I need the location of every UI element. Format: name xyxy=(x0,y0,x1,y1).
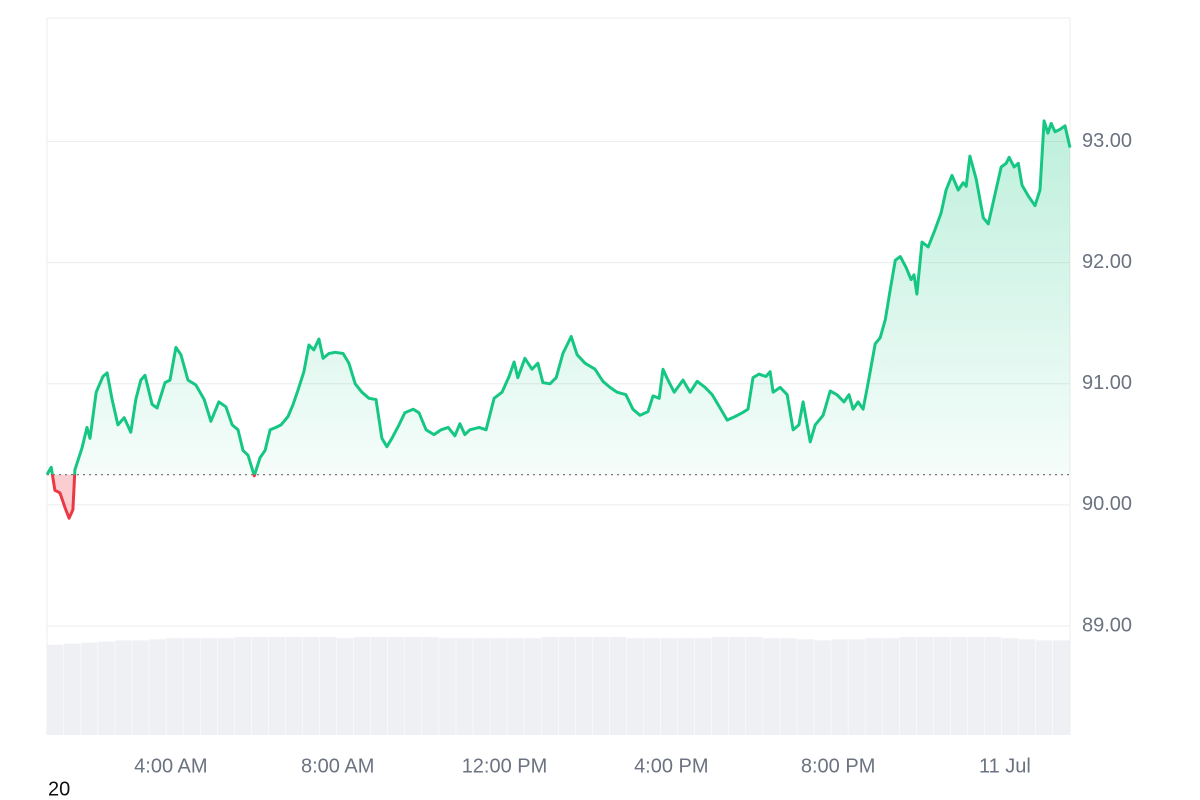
volume-bar xyxy=(47,644,64,735)
volume-bar xyxy=(626,638,644,735)
volume-bar xyxy=(183,638,200,735)
volume-bar xyxy=(353,637,371,735)
volume-bar xyxy=(592,637,610,735)
volume-bar xyxy=(405,637,422,735)
volume-bar xyxy=(882,638,899,735)
volume-bar xyxy=(711,637,729,735)
y-tick-label: 93.00 xyxy=(1082,130,1132,152)
volume-bar xyxy=(609,637,627,735)
volume-bar xyxy=(694,638,712,735)
x-tick-label: 4:00 PM xyxy=(634,755,708,777)
volume-bar xyxy=(217,638,235,735)
volume-bar xyxy=(336,638,354,735)
volume-bar xyxy=(422,637,439,735)
y-tick-label: 91.00 xyxy=(1082,372,1132,394)
date-fragment: 20 xyxy=(48,778,70,800)
volume-bar xyxy=(268,637,286,735)
volume-bar xyxy=(831,639,848,735)
volume-bar xyxy=(660,638,678,735)
volume-bar xyxy=(1018,639,1036,735)
volume-bar xyxy=(814,640,831,735)
volume-bar xyxy=(575,637,593,735)
volume-bar xyxy=(729,637,746,735)
volume-bar xyxy=(950,637,968,735)
x-tick-label: 8:00 AM xyxy=(301,755,374,777)
x-tick-label: 8:00 PM xyxy=(801,755,875,777)
volume-bar xyxy=(456,638,473,735)
volume-bar xyxy=(643,638,661,735)
price-line xyxy=(45,119,1072,520)
y-tick-label: 92.00 xyxy=(1082,251,1132,273)
volume-bar xyxy=(746,637,763,735)
volume-bar xyxy=(1001,638,1019,735)
volume-bar xyxy=(1035,640,1053,735)
volume-bar xyxy=(319,637,337,735)
volume-bar xyxy=(848,639,865,735)
volume-bar xyxy=(933,637,951,735)
x-tick-label: 4:00 AM xyxy=(134,755,207,777)
volume-bar xyxy=(473,638,490,735)
volume-bar xyxy=(899,637,917,735)
volume-bar xyxy=(865,638,882,735)
volume-bar xyxy=(541,637,558,735)
volume-bar xyxy=(780,638,797,735)
volume-bar xyxy=(370,637,388,735)
volume-bar xyxy=(490,638,507,735)
y-tick-label: 89.00 xyxy=(1082,614,1132,636)
volume-bar xyxy=(524,638,541,735)
volume-bar xyxy=(132,640,149,735)
volume-bar xyxy=(916,637,934,735)
volume-bar xyxy=(251,637,269,735)
volume-bar xyxy=(677,638,695,735)
volume-bar xyxy=(285,637,303,735)
x-tick-label: 11 Jul xyxy=(979,755,1031,777)
area xyxy=(47,120,1070,519)
volume-bar xyxy=(302,637,320,735)
volume-bar xyxy=(984,637,1002,735)
x-tick-label: 12:00 PM xyxy=(462,755,548,777)
volume-bar xyxy=(149,639,166,735)
volume-bar xyxy=(967,637,985,735)
y-tick-label: 90.00 xyxy=(1082,493,1132,515)
volume-bar xyxy=(234,637,252,735)
volume-bar xyxy=(1052,640,1070,735)
volume-bar xyxy=(64,643,81,735)
volume-bar xyxy=(507,638,524,735)
volume-bar xyxy=(115,640,132,735)
volume-bar xyxy=(797,639,814,735)
volume-bar xyxy=(558,637,576,735)
volume-bar xyxy=(200,638,217,735)
volume-bar xyxy=(388,637,405,735)
volume-bar xyxy=(439,638,456,735)
volume-bar xyxy=(763,638,780,735)
volume-bar xyxy=(98,641,115,735)
volume-bar xyxy=(166,638,183,735)
volume-bar xyxy=(81,642,98,735)
